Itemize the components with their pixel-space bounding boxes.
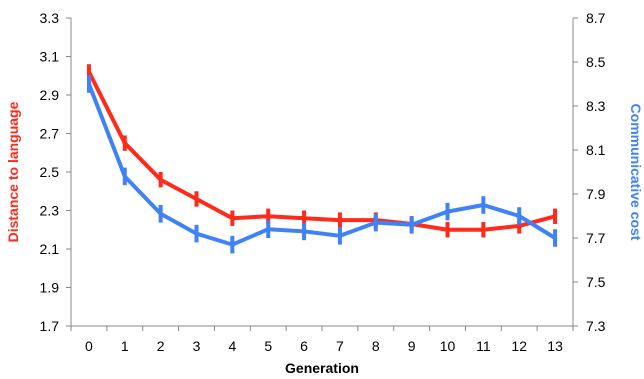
- series-line: [87, 71, 556, 232]
- x-tick-label: 9: [408, 338, 416, 354]
- series-communicative-cost: [86, 75, 558, 254]
- x-tick-label: 2: [157, 338, 165, 354]
- axes-group: 1.7 1.9 2.1 2.3 2.5 2.7 2.9 3.1 3.3 7.3 7.5 7.7 7.9 8…: [40, 10, 606, 354]
- right-tick-label: 7.9: [586, 186, 606, 202]
- left-axis-title: Distance to language: [5, 101, 21, 242]
- x-tick-label: 6: [300, 338, 308, 354]
- left-tick-label: 2.7: [40, 126, 60, 142]
- x-tick-label: 4: [228, 338, 236, 354]
- series-line: [87, 83, 557, 247]
- x-tick-label: 3: [193, 338, 201, 354]
- right-tick-label: 7.3: [586, 318, 606, 334]
- left-tick-label: 3.3: [40, 10, 60, 26]
- x-tick-label: 5: [264, 338, 272, 354]
- right-tick-label: 7.7: [586, 230, 606, 246]
- series-layer: [86, 64, 558, 254]
- x-tick-label: 12: [511, 338, 527, 354]
- right-tick-label: 8.5: [586, 54, 606, 70]
- left-tick-label: 1.7: [40, 318, 60, 334]
- right-tick-label: 7.5: [586, 274, 606, 290]
- right-tick-label: 8.3: [586, 98, 606, 114]
- left-tick-label: 3.1: [40, 49, 60, 65]
- right-tick-label: 8.1: [586, 142, 606, 158]
- labels-group: Generation Distance to language Communicat…: [5, 101, 644, 376]
- x-tick-label: 7: [336, 338, 344, 354]
- left-tick-label: 2.9: [40, 87, 60, 103]
- left-tick-label: 2.1: [40, 241, 60, 257]
- x-tick-label: 1: [121, 338, 129, 354]
- x-axis-title: Generation: [285, 360, 359, 376]
- x-tick-label: 8: [372, 338, 380, 354]
- x-tick-label: 10: [440, 338, 456, 354]
- x-tick-label: 13: [547, 338, 563, 354]
- right-tick-label: 8.7: [586, 10, 606, 26]
- right-axis-title: Communicative cost: [628, 104, 644, 241]
- x-tick-label: 0: [85, 338, 93, 354]
- left-tick-label: 2.5: [40, 164, 60, 180]
- left-tick-label: 2.3: [40, 203, 60, 219]
- x-tick-label: 11: [476, 338, 491, 354]
- left-tick-label: 1.9: [40, 280, 60, 296]
